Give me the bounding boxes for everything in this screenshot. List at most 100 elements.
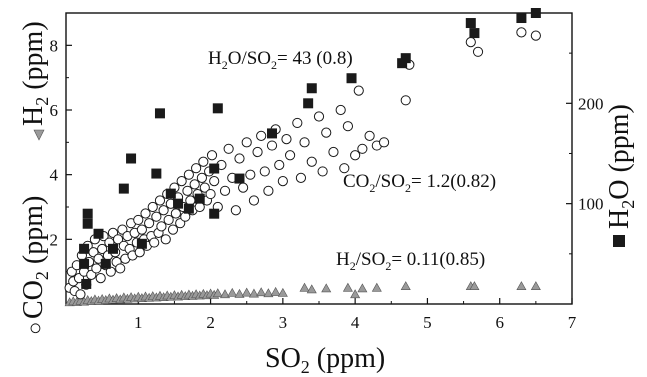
- h2o-point: [82, 218, 93, 229]
- h2o-point: [465, 18, 476, 29]
- x-tick-label: 4: [351, 313, 360, 332]
- h2o-point: [469, 28, 480, 39]
- h2o-point: [93, 228, 104, 239]
- h2-point: [299, 282, 310, 292]
- co2-point: [238, 182, 249, 193]
- series-h2: [64, 281, 541, 307]
- h2-point: [342, 282, 353, 292]
- co2-point: [321, 127, 332, 138]
- co2-point: [182, 185, 193, 196]
- h2o-point: [346, 73, 357, 84]
- y-left-tick-label: 4: [50, 166, 59, 185]
- co2-point: [245, 169, 256, 180]
- h2-point: [350, 289, 361, 299]
- co2-point: [133, 214, 144, 226]
- h2o-point: [209, 208, 220, 219]
- co2-point: [230, 205, 241, 216]
- h2-point: [263, 288, 274, 298]
- h2-point: [220, 289, 231, 299]
- h2-point: [306, 284, 317, 294]
- axis-ticks: 1 2 3 4 5 6 7 2 4 6 8 100 200: [50, 36, 604, 332]
- co2-point: [75, 289, 86, 300]
- h2o-point: [397, 58, 408, 69]
- h2o-point: [234, 173, 245, 184]
- h2-point: [212, 288, 223, 298]
- co2-point: [156, 221, 167, 232]
- co2-point: [144, 218, 155, 229]
- co2-point: [241, 137, 252, 148]
- co2-point: [256, 130, 267, 141]
- co2-point: [97, 243, 108, 255]
- co2-point: [191, 163, 202, 174]
- h2-point: [256, 287, 267, 297]
- y-left-axis-label-h2: H2 (ppm): [18, 21, 52, 141]
- co2-point: [160, 234, 171, 245]
- co2-point: [263, 185, 274, 196]
- co2-point: [234, 153, 245, 164]
- co2-point: [223, 143, 234, 154]
- triangle-marker-legend: [33, 129, 45, 141]
- h2o-point: [154, 108, 165, 119]
- co2-point: [277, 176, 288, 187]
- co2-point: [167, 224, 179, 235]
- co2-point: [353, 85, 364, 96]
- y-left-tick-label: 8: [50, 36, 59, 55]
- co2-point: [274, 159, 285, 171]
- co2-point: [299, 137, 310, 148]
- co2-point: [252, 146, 263, 158]
- co2-point: [170, 208, 181, 219]
- co2-point: [115, 263, 126, 274]
- co2-point: [248, 195, 260, 206]
- y-left-tick-label: 6: [50, 101, 59, 120]
- co2-point: [205, 188, 216, 200]
- h2o-point: [530, 8, 541, 18]
- h2-point: [270, 286, 281, 296]
- co2-point: [313, 111, 325, 122]
- h2o-point: [400, 53, 411, 64]
- co2-point: [266, 140, 278, 151]
- co2-point: [465, 37, 476, 48]
- h2-point: [516, 281, 527, 291]
- co2-point: [306, 156, 317, 167]
- annotation-h2o-so2: H2O/SO2= 43 (0.8): [208, 48, 353, 72]
- h2o-point: [516, 13, 527, 24]
- co2-point: [281, 134, 292, 145]
- x-tick-label: 2: [206, 313, 215, 332]
- co2-point: [194, 201, 205, 213]
- co2-point: [350, 150, 361, 161]
- annotation-h2-so2: H2/SO2= 0.11(0.85): [336, 249, 485, 273]
- co2-point: [91, 263, 102, 274]
- co2-point: [295, 172, 307, 183]
- co2-point: [339, 163, 350, 174]
- co2-point: [530, 30, 541, 41]
- annotation-co2-so2: CO2/SO2= 1.2(0.82): [343, 171, 496, 195]
- h2-point: [371, 282, 382, 292]
- co2-point: [328, 146, 339, 158]
- co2-point: [198, 156, 209, 167]
- co2-point: [259, 166, 270, 177]
- h2o-point: [151, 168, 162, 179]
- h2o-point: [107, 243, 118, 254]
- h2o-point: [306, 83, 317, 94]
- h2o-point: [79, 258, 90, 269]
- h2-point: [241, 287, 252, 297]
- h2o-point: [81, 278, 92, 289]
- co2-point: [149, 237, 160, 248]
- co2-point: [140, 208, 151, 219]
- y-left-axis-label-co2: ○ CO2 (ppm): [18, 196, 52, 335]
- co2-point: [151, 211, 162, 222]
- h2o-point: [303, 98, 314, 109]
- co2-point: [199, 182, 210, 193]
- co2-point: [147, 201, 158, 213]
- h2o-point: [194, 193, 205, 204]
- co2-point: [209, 176, 220, 187]
- co2-point: [112, 234, 124, 245]
- co2-point: [317, 166, 328, 177]
- x-axis-label: SO2 (ppm): [265, 343, 385, 377]
- y-right-tick-label: 100: [578, 195, 604, 214]
- co2-point: [206, 150, 218, 161]
- h2o-point: [100, 258, 111, 269]
- co2-point: [292, 117, 303, 129]
- co2-point: [472, 46, 484, 57]
- h2-point: [469, 281, 480, 291]
